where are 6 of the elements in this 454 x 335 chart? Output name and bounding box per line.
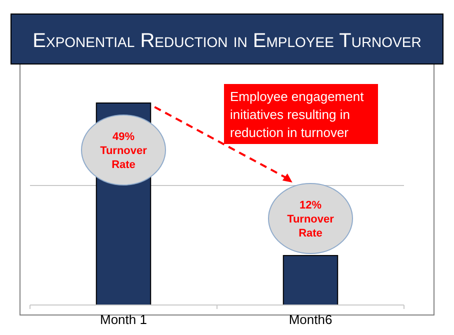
data-label: 49% Turnover Rate — [100, 131, 148, 171]
chart-title: Exponential Reduction in Employee Turnover — [32, 30, 422, 52]
x-tick-label: Month 1 — [100, 312, 147, 327]
data-label: 12% Turnover Rate — [287, 200, 335, 240]
annotation: Employee engagement initiatives resulting in reduction in turnover — [230, 89, 364, 140]
x-tick-label: Month6 — [288, 312, 332, 327]
